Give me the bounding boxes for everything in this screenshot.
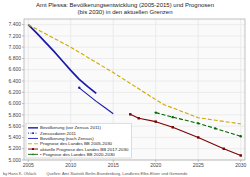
grid bbox=[24, 19, 245, 160]
grid-line bbox=[24, 81, 245, 82]
legend-label: aktuelle Prognose des Landes BB 2017-203… bbox=[40, 147, 129, 152]
line bbox=[79, 88, 113, 114]
tick-label: 5.400 bbox=[8, 134, 21, 140]
legend-label: Prognose des Landes BB 2005-2030 bbox=[40, 141, 113, 146]
series bbox=[28, 25, 241, 124]
grid-line bbox=[240, 19, 241, 160]
legend-label: Zensusdaten 2011 bbox=[40, 131, 77, 136]
legend-item: • Prognose des Landes BB 2020-2030 bbox=[28, 152, 115, 157]
legend-handle bbox=[28, 138, 38, 139]
marker bbox=[197, 122, 199, 124]
marker bbox=[214, 127, 216, 129]
subtitle: (bis 2030) in den aktuellen Grenzen bbox=[77, 9, 172, 15]
legend-item: Prognose des Landes BB 2005-2030 bbox=[28, 141, 113, 146]
legend-item: Bevölkerung (vor Zensus 2011) bbox=[28, 125, 101, 130]
grid-line bbox=[24, 24, 245, 25]
tick-label: 6.200 bbox=[8, 89, 21, 95]
series bbox=[28, 25, 96, 94]
grid-line bbox=[24, 114, 245, 115]
line bbox=[28, 25, 241, 124]
tick-label: 2030 bbox=[235, 162, 246, 168]
chart: Amt Plessa: Bevölkerungsentwicklung (200… bbox=[0, 0, 250, 177]
tick-label: 2020 bbox=[150, 162, 161, 168]
tick-label: 2005 bbox=[23, 162, 34, 168]
axes: 5.000 5.200 5.400 5.600 5.800 6.000 6.200 6.400… bbox=[8, 21, 246, 167]
marker bbox=[172, 116, 174, 118]
legend: Bevölkerung (vor Zensus 2011)Zensusdaten… bbox=[26, 123, 131, 158]
legend-marker bbox=[32, 132, 34, 134]
legend-frame bbox=[26, 123, 131, 158]
marker bbox=[155, 111, 157, 113]
legend-handle bbox=[28, 133, 38, 134]
footnote: Quellen: Amt Statistik Berlin-Brandenbur… bbox=[46, 171, 188, 176]
grid-line bbox=[24, 69, 245, 70]
grid-line bbox=[24, 47, 245, 48]
tick-label: 7.200 bbox=[8, 33, 21, 39]
grid-line bbox=[24, 92, 245, 93]
marker bbox=[172, 126, 174, 128]
grid-line bbox=[198, 19, 199, 160]
tick-label: 7.000 bbox=[8, 44, 21, 50]
legend-items: Bevölkerung (vor Zensus 2011)Zensusdaten… bbox=[28, 125, 129, 157]
series-group bbox=[28, 25, 242, 157]
legend-label: Bevölkerung (nach Zensus) bbox=[40, 136, 94, 141]
legend-handle bbox=[28, 149, 38, 150]
legend-label: • Prognose des Landes BB 2020-2030 bbox=[40, 152, 115, 157]
line bbox=[156, 113, 241, 137]
legend-label: Bevölkerung (vor Zensus 2011) bbox=[40, 125, 101, 130]
tick-label: 6.600 bbox=[8, 66, 21, 72]
legend-item: Bevölkerung (nach Zensus) bbox=[28, 136, 94, 141]
tick-label: 2015 bbox=[108, 162, 119, 168]
tick-label: 2025 bbox=[193, 162, 204, 168]
marker bbox=[223, 148, 225, 150]
title: Amt Plessa: Bevölkerungsentwicklung (200… bbox=[36, 2, 214, 8]
marker bbox=[138, 117, 140, 119]
tick-label: 5.000 bbox=[8, 157, 21, 163]
legend-item: Zensusdaten 2011 bbox=[28, 131, 77, 136]
marker bbox=[155, 120, 157, 122]
legend-marker bbox=[32, 148, 34, 150]
grid-line bbox=[24, 103, 245, 104]
tick-label: 5.800 bbox=[8, 112, 21, 118]
legend-marker bbox=[32, 153, 34, 155]
plot-frame bbox=[24, 19, 245, 160]
tick-label: 6.000 bbox=[8, 100, 21, 106]
legend-handle bbox=[28, 127, 38, 128]
series bbox=[129, 113, 242, 157]
tick-label: 6.800 bbox=[8, 55, 21, 61]
series bbox=[155, 111, 242, 137]
tick-label: 7.400 bbox=[8, 21, 21, 27]
tick-label: 5.200 bbox=[8, 145, 21, 151]
grid-line bbox=[155, 19, 156, 160]
series bbox=[79, 88, 113, 114]
legend-item: aktuelle Prognose des Landes BB 2017-203… bbox=[28, 147, 129, 152]
footnote: by Hans K. Ohläck bbox=[3, 171, 36, 176]
legend-handle bbox=[28, 154, 38, 155]
tick-label: 6.400 bbox=[8, 78, 21, 84]
legend-handle bbox=[28, 143, 38, 144]
marker bbox=[240, 154, 242, 156]
background bbox=[0, 0, 250, 177]
plot-area bbox=[24, 19, 245, 160]
tick-label: 5.600 bbox=[8, 123, 21, 129]
grid-line bbox=[24, 35, 245, 36]
tick-label: 2010 bbox=[65, 162, 76, 168]
grid-line bbox=[24, 58, 245, 59]
marker bbox=[240, 135, 242, 137]
marker bbox=[129, 113, 131, 115]
marker bbox=[197, 136, 199, 138]
line bbox=[28, 25, 96, 94]
